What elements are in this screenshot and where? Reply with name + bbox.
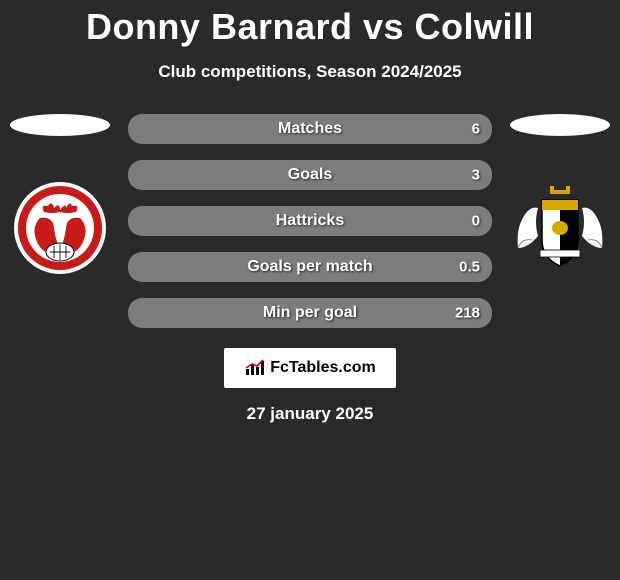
stat-bar: Goals 3 <box>128 160 492 190</box>
left-player-avatar <box>10 114 110 136</box>
stat-value-right: 6 <box>472 121 480 138</box>
stat-value-right: 0.5 <box>459 259 480 276</box>
comparison-body: Matches 6 Goals 3 Hattricks 0 Goals per match 0… <box>0 114 620 328</box>
crest-left-icon <box>10 178 110 278</box>
stat-label: Min per goal <box>263 304 357 322</box>
stat-bar: Matches 6 <box>128 114 492 144</box>
stat-bar: Goals per match 0.5 <box>128 252 492 282</box>
stat-bar: Hattricks 0 <box>128 206 492 236</box>
stats-bars: Matches 6 Goals 3 Hattricks 0 Goals per match 0… <box>120 114 500 328</box>
page-subtitle: Club competitions, Season 2024/2025 <box>0 62 620 82</box>
stat-bar: Min per goal 218 <box>128 298 492 328</box>
watermark-badge[interactable]: FcTables.com <box>224 348 396 388</box>
comparison-container: Donny Barnard vs Colwill Club competitio… <box>0 6 620 580</box>
bar-chart-icon <box>244 359 266 377</box>
date-label: 27 january 2025 <box>0 404 620 424</box>
right-club-crest <box>510 178 610 278</box>
right-player-column <box>500 114 620 278</box>
stat-label: Goals <box>288 166 332 184</box>
page-title: Donny Barnard vs Colwill <box>0 6 620 48</box>
left-player-column <box>0 114 120 278</box>
stat-value-right: 218 <box>455 305 480 322</box>
stat-value-right: 3 <box>472 167 480 184</box>
stat-label: Goals per match <box>247 258 372 276</box>
stat-label: Hattricks <box>276 212 344 230</box>
crest-right-icon <box>510 178 610 278</box>
stat-value-right: 0 <box>472 213 480 230</box>
watermark-text: FcTables.com <box>270 359 376 377</box>
left-club-crest <box>10 178 110 278</box>
right-player-avatar <box>510 114 610 136</box>
stat-label: Matches <box>278 120 342 138</box>
